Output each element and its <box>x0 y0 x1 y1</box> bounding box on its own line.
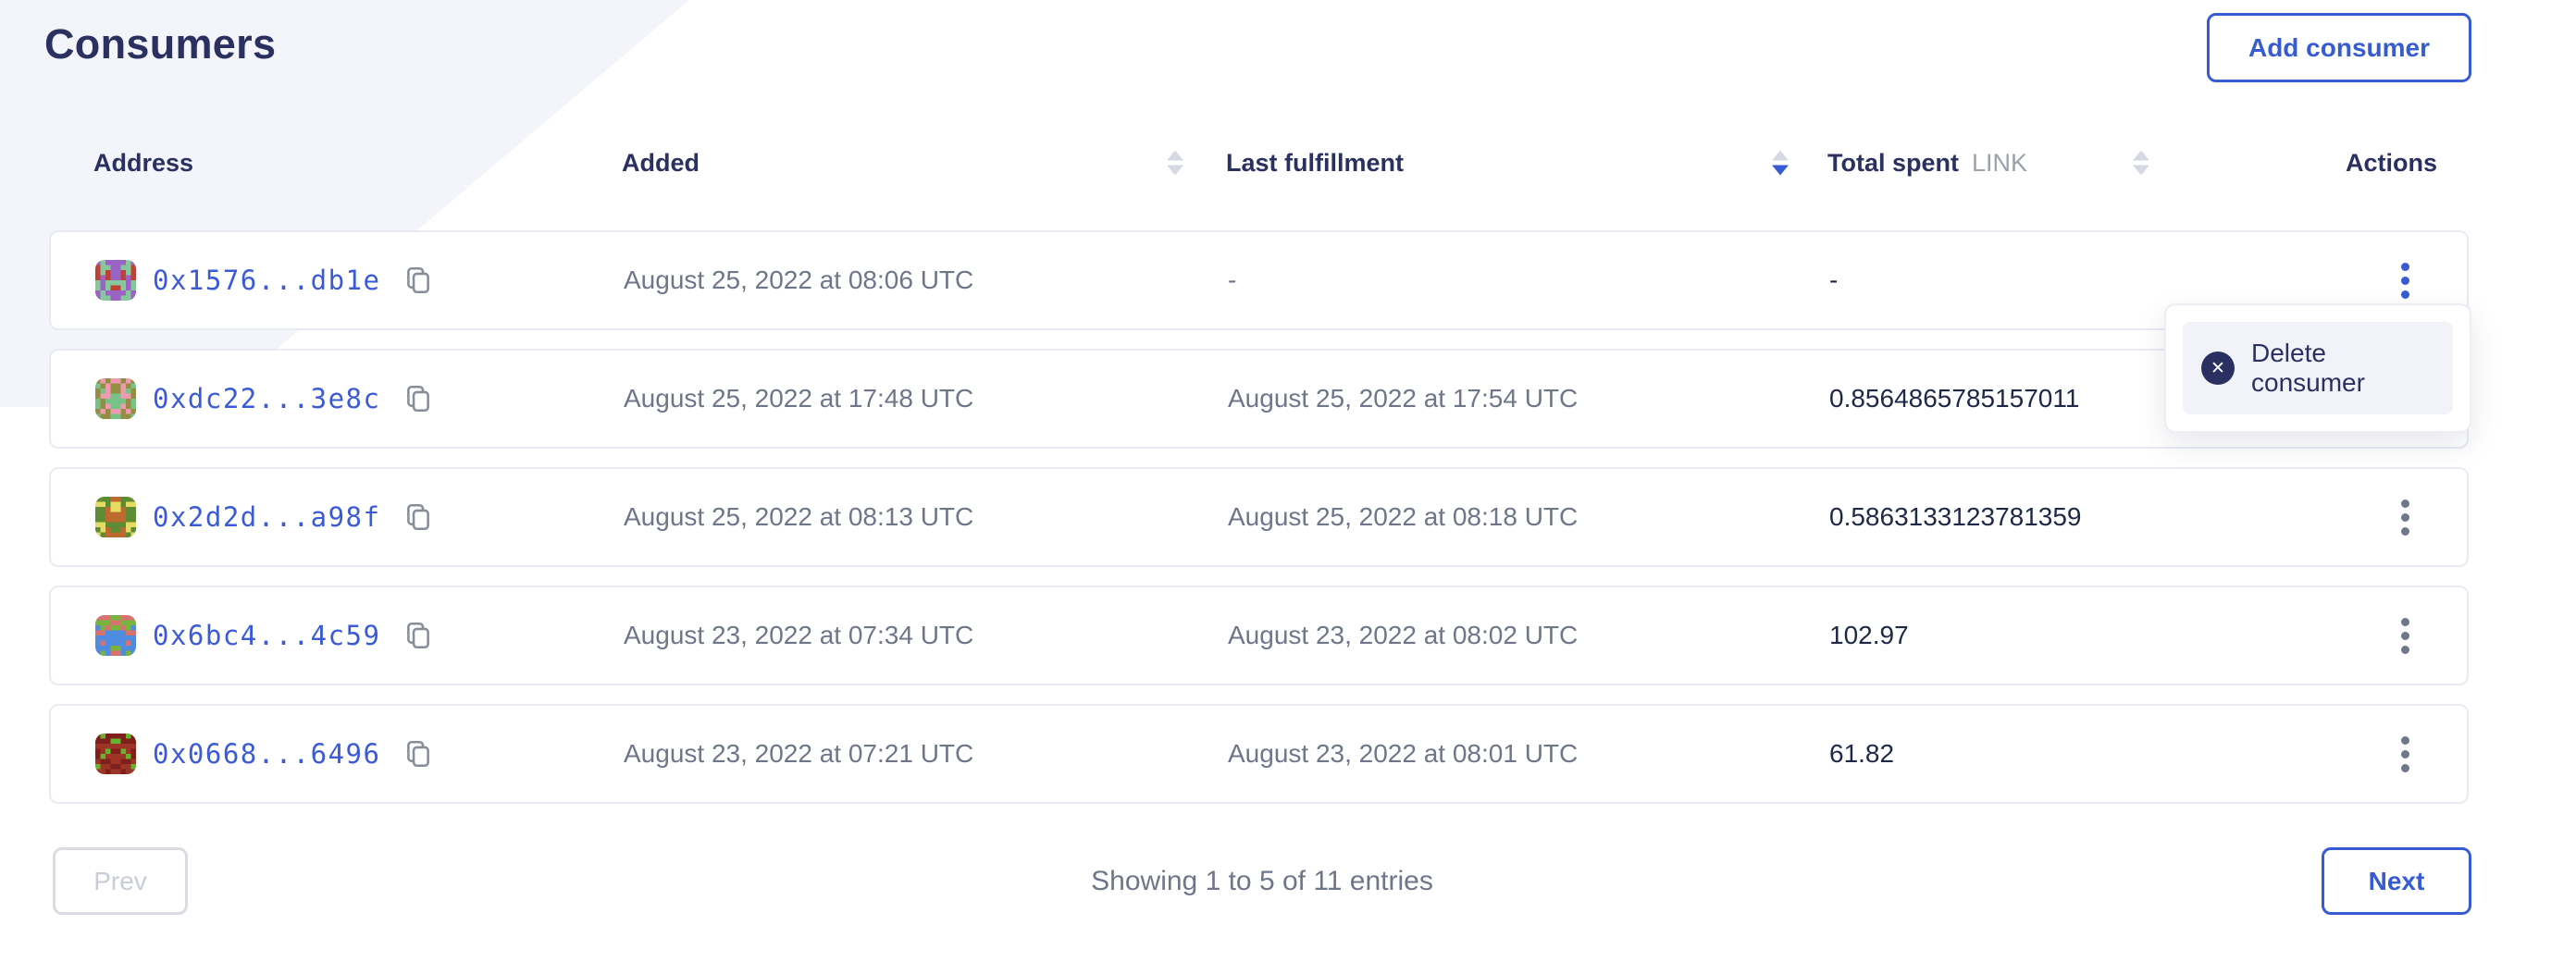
column-header-actions: Actions <box>2346 142 2437 184</box>
added-cell: August 25, 2022 at 08:06 UTC <box>624 265 974 294</box>
actions-cell <box>2388 492 2422 543</box>
table-row: 0x0668...6496 August 23, 2022 at 07:21 U… <box>49 704 2469 804</box>
delete-consumer-label: Delete consumer <box>2251 339 2365 397</box>
identicon-avatar <box>95 734 136 774</box>
copy-icon[interactable] <box>402 265 434 296</box>
last-fulfillment-cell: August 25, 2022 at 08:18 UTC <box>1228 502 1579 531</box>
column-label: Actions <box>2346 148 2438 177</box>
added-cell: August 25, 2022 at 17:48 UTC <box>624 384 974 413</box>
address-cell: 0xdc22...3e8c <box>95 378 624 419</box>
identicon-avatar <box>95 497 136 537</box>
column-header-added[interactable]: Added <box>622 142 1226 184</box>
pagination-bar: Prev Showing 1 to 5 of 11 entries Next <box>53 846 2471 916</box>
last-fulfillment-cell: August 25, 2022 at 17:54 UTC <box>1228 384 1579 413</box>
column-label: Address <box>93 148 194 177</box>
total-spent-cell: 0.5863133123781359 <box>1829 502 2082 531</box>
kebab-menu-icon[interactable] <box>2388 492 2422 543</box>
consumer-address-link[interactable]: 0x0668...6496 <box>153 738 381 770</box>
prev-page-button[interactable]: Prev <box>53 847 188 915</box>
kebab-menu-icon[interactable] <box>2388 729 2422 780</box>
kebab-menu-icon[interactable] <box>2388 255 2422 306</box>
consumers-table: 0x1576...db1e August 25, 2022 at 08:06 U… <box>49 230 2469 804</box>
table-row: 0xdc22...3e8c August 25, 2022 at 17:48 U… <box>49 349 2469 449</box>
next-page-button[interactable]: Next <box>2322 847 2471 915</box>
address-cell: 0x1576...db1e <box>95 260 624 301</box>
row-context-menu: ✕ Delete consumer <box>2164 303 2471 433</box>
column-label: Last fulfillment <box>1226 148 1405 177</box>
total-spent-cell: 102.97 <box>1829 621 1909 649</box>
total-spent-cell: 0.8564865785157011 <box>1829 384 2080 413</box>
address-cell: 0x6bc4...4c59 <box>95 615 624 656</box>
column-header-total-spent[interactable]: Total spent LINK <box>1827 142 2346 184</box>
address-cell: 0x0668...6496 <box>95 734 624 774</box>
added-cell: August 23, 2022 at 07:34 UTC <box>624 621 974 649</box>
column-header-last-fulfillment[interactable]: Last fulfillment <box>1226 142 1827 184</box>
actions-cell <box>2388 255 2422 306</box>
delete-consumer-menu-item[interactable]: ✕ Delete consumer <box>2183 322 2453 414</box>
sort-icons[interactable] <box>2133 150 2149 176</box>
actions-cell <box>2388 610 2422 661</box>
last-fulfillment-cell: August 23, 2022 at 08:01 UTC <box>1228 739 1579 768</box>
entries-status: Showing 1 to 5 of 11 entries <box>1091 865 1433 896</box>
column-unit-label: LINK <box>1972 148 2028 177</box>
sort-icons[interactable] <box>1167 150 1183 176</box>
total-spent-cell: - <box>1829 265 1839 294</box>
address-cell: 0x2d2d...a98f <box>95 497 624 537</box>
table-row: 0x6bc4...4c59 August 23, 2022 at 07:34 U… <box>49 586 2469 685</box>
column-label: Added <box>622 148 700 177</box>
consumer-address-link[interactable]: 0x6bc4...4c59 <box>153 620 381 651</box>
last-fulfillment-cell: - <box>1228 265 1237 294</box>
column-header-address: Address <box>93 142 622 184</box>
actions-cell <box>2388 729 2422 780</box>
added-cell: August 25, 2022 at 08:13 UTC <box>624 502 974 531</box>
copy-icon[interactable] <box>402 383 434 414</box>
last-fulfillment-cell: August 23, 2022 at 08:02 UTC <box>1228 621 1579 649</box>
sort-desc-icon[interactable] <box>1772 150 1789 176</box>
kebab-menu-icon[interactable] <box>2388 610 2422 661</box>
identicon-avatar <box>95 615 136 656</box>
page-header: Consumers Add consumer <box>0 0 2576 82</box>
column-label: Total spent <box>1827 148 1960 177</box>
x-circle-icon: ✕ <box>2201 352 2235 385</box>
identicon-avatar <box>95 378 136 419</box>
copy-icon[interactable] <box>402 620 434 651</box>
added-cell: August 23, 2022 at 07:21 UTC <box>624 739 974 768</box>
table-header: Address Added Last fulfillment Total spe… <box>49 142 2469 184</box>
table-row: 0x2d2d...a98f August 25, 2022 at 08:13 U… <box>49 467 2469 567</box>
identicon-avatar <box>95 260 136 301</box>
consumer-address-link[interactable]: 0x1576...db1e <box>153 265 381 296</box>
consumer-address-link[interactable]: 0xdc22...3e8c <box>153 383 381 414</box>
consumer-address-link[interactable]: 0x2d2d...a98f <box>153 501 381 533</box>
copy-icon[interactable] <box>402 738 434 770</box>
page-title: Consumers <box>44 20 277 68</box>
total-spent-cell: 61.82 <box>1829 739 1895 768</box>
table-row: 0x1576...db1e August 25, 2022 at 08:06 U… <box>49 230 2469 330</box>
add-consumer-button[interactable]: Add consumer <box>2206 13 2471 82</box>
copy-icon[interactable] <box>402 501 434 533</box>
